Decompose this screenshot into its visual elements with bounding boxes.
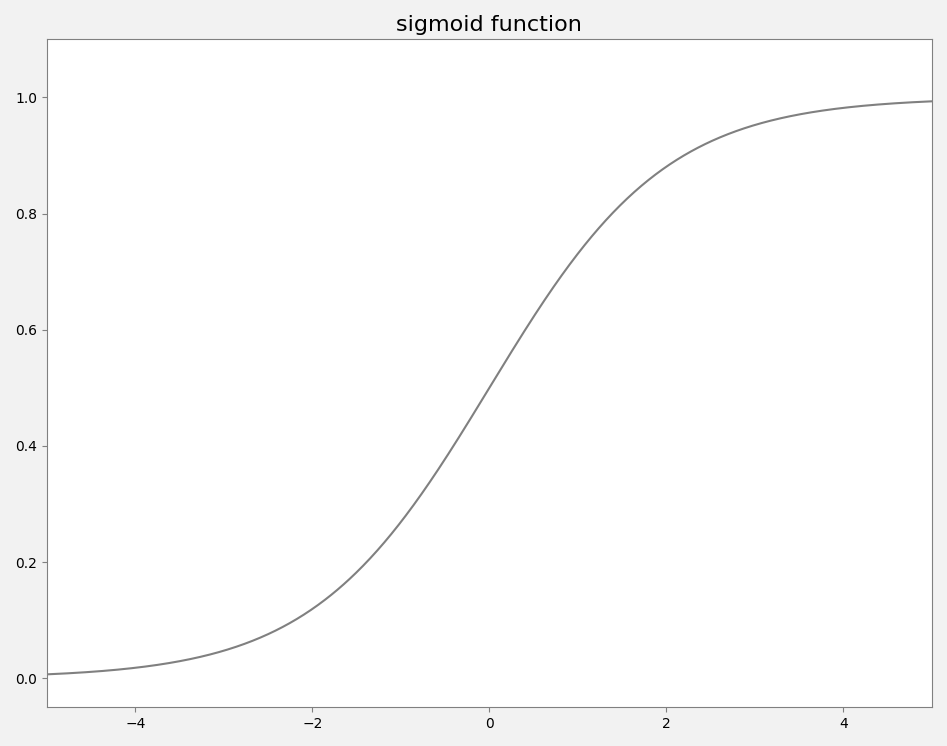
Title: sigmoid function: sigmoid function	[397, 15, 582, 35]
